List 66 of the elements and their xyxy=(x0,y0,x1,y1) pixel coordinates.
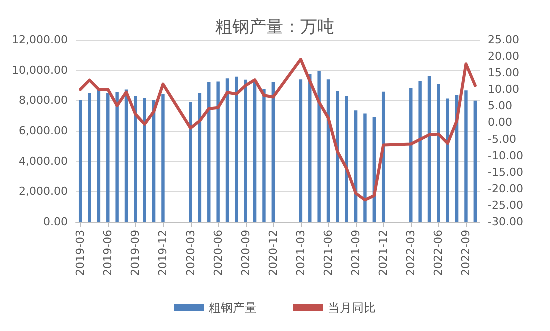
bar xyxy=(97,90,101,222)
y-tick-label: 4,000.00 xyxy=(19,154,68,168)
y-tick-label: 2,000.00 xyxy=(19,185,68,198)
y2-tick-label: 15.00 xyxy=(488,66,520,80)
bar xyxy=(464,90,468,222)
x-tick-label: 2021-12 xyxy=(377,230,390,276)
y2-tick-label: 25.00 xyxy=(488,34,520,46)
y2-tick-label: 10.00 xyxy=(488,83,520,96)
y-tick-label: 6,000.00 xyxy=(19,124,68,138)
x-tick-label: 2019-09 xyxy=(129,230,142,276)
bar xyxy=(336,90,340,222)
legend-label: 粗钢产量 xyxy=(209,301,257,315)
y-tick-label: 12,000.00 xyxy=(12,34,68,46)
y2-tick-label: 5.00 xyxy=(488,100,512,113)
bar xyxy=(78,100,82,222)
y2-tick-label: 0.00 xyxy=(488,116,512,130)
bar xyxy=(88,93,92,222)
x-tick-label: 2020-12 xyxy=(266,230,280,276)
x-tick-label: 2021-06 xyxy=(322,230,335,276)
bar xyxy=(253,80,257,222)
bar xyxy=(143,98,146,222)
bar xyxy=(208,82,211,222)
bar xyxy=(364,114,367,222)
bar xyxy=(299,80,303,222)
legend-label: 当月同比 xyxy=(328,301,376,315)
y2-tick-label: -15.00 xyxy=(488,166,524,179)
bar xyxy=(262,89,266,222)
x-tick-label: 2020-03 xyxy=(184,230,198,276)
bar xyxy=(226,78,230,222)
y2-tick-label: 20.00 xyxy=(488,50,520,64)
bar xyxy=(216,82,220,222)
bar xyxy=(189,102,192,222)
x-tick-label: 2020-06 xyxy=(212,230,225,276)
x-tick-label: 2022-09 xyxy=(460,230,473,276)
y2-tick-label: -5.00 xyxy=(488,132,516,146)
x-tick-label: 2022-06 xyxy=(432,230,446,276)
x-tick-label: 2022-03 xyxy=(404,230,418,276)
bar xyxy=(244,80,248,222)
bar xyxy=(474,100,478,222)
y-tick-label: 0.00 xyxy=(44,216,68,228)
bar xyxy=(318,71,321,222)
bar xyxy=(134,96,138,222)
y-tick-label: 10,000.00 xyxy=(12,64,68,77)
line-series xyxy=(79,58,477,202)
bar xyxy=(428,76,432,222)
x-tick-label: 2020-09 xyxy=(239,230,252,276)
bar xyxy=(162,94,165,222)
y2-tick-label: -10.00 xyxy=(488,149,524,162)
x-tick-label: 2019-06 xyxy=(102,230,115,276)
bar xyxy=(418,81,422,222)
bar xyxy=(106,93,110,222)
x-tick-label: 2019-12 xyxy=(156,230,170,276)
x-tick-label: 2021-09 xyxy=(350,230,363,276)
bar xyxy=(410,88,413,222)
x-tick-label: 2019-03 xyxy=(74,230,88,276)
bar xyxy=(437,84,440,222)
bar xyxy=(198,93,202,222)
y-tick-label: 8,000.00 xyxy=(19,94,68,108)
chart-title: 粗钢产量：万吨 xyxy=(216,18,334,38)
bar xyxy=(116,92,119,222)
y2-tick-label: -25.00 xyxy=(488,198,524,212)
y2-tick-label: -30.00 xyxy=(488,216,524,228)
x-tick-label: 2021-03 xyxy=(294,230,308,276)
bar xyxy=(235,76,238,222)
bar xyxy=(272,82,276,222)
y2-tick-label: -20.00 xyxy=(488,182,524,196)
